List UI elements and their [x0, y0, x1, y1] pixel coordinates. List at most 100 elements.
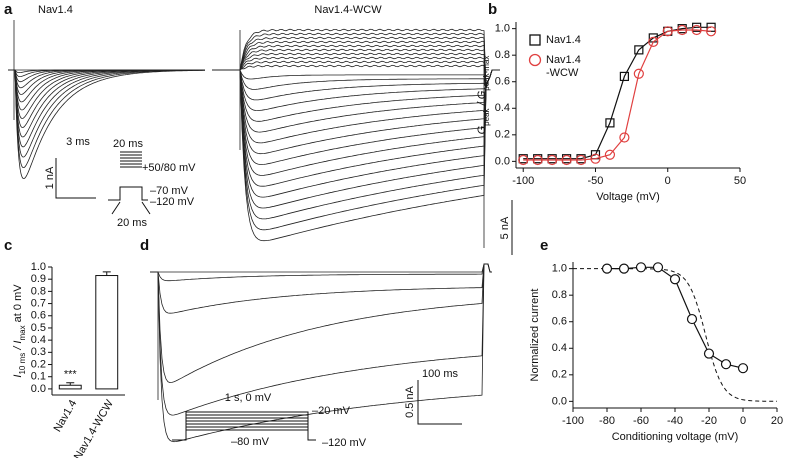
point: [575, 154, 587, 166]
label-part: G: [476, 125, 488, 134]
x-tick-label: 0: [740, 415, 746, 427]
y-tick-label: 1.0: [495, 23, 510, 35]
x-tick-label: -100: [562, 415, 584, 427]
legend-label: Nav1.4: [546, 34, 581, 46]
point: [703, 348, 715, 359]
protocol-label: 20 ms: [117, 217, 147, 229]
x-tick-label: Nav1.4-WCW: [72, 397, 116, 458]
label-part: peak: [482, 107, 491, 125]
protocol: [108, 186, 148, 201]
legend-label: -WCW: [546, 67, 579, 79]
error-bar: [66, 382, 75, 386]
y-tick-label: 0.0: [31, 383, 46, 395]
current-trace: [212, 28, 500, 89]
scale-label: 1 nA: [44, 166, 56, 189]
point: [561, 154, 572, 166]
current-trace: [8, 69, 205, 180]
y-tick-label: 0.0: [495, 155, 510, 167]
x-tick-label: -100: [512, 175, 534, 187]
current-trace: [212, 69, 500, 155]
x-tick-label: 20: [771, 415, 783, 427]
protocol-label: –120 mV: [150, 196, 195, 208]
y-tick-label: 0.0: [552, 395, 567, 407]
current-trace: [212, 69, 500, 165]
current-trace: [150, 263, 492, 416]
x-tick-label: -60: [633, 415, 649, 427]
current-trace: [212, 48, 500, 89]
current-trace: [212, 69, 500, 101]
y-tick-label: 0.7: [31, 297, 46, 309]
point: [635, 262, 647, 273]
protocol-label: –70 mV: [150, 185, 189, 197]
current-trace: [212, 69, 500, 187]
current-trace: [150, 263, 492, 273]
point: [633, 68, 644, 79]
protocol-label: –80 mV: [231, 436, 270, 448]
current-trace: [212, 69, 500, 144]
label-part: / I: [12, 341, 24, 353]
current-trace: [212, 69, 500, 90]
protocol-arrow: [111, 201, 151, 215]
point: [601, 263, 613, 274]
protocol-label: –120 mV: [322, 437, 367, 449]
current-trace: [212, 36, 500, 89]
y-tick-label: 0.9: [31, 273, 46, 285]
x-tick-label: -50: [588, 175, 604, 187]
x-tick-label: -80: [599, 415, 615, 427]
point: [686, 313, 698, 325]
panel-letter: c: [4, 237, 12, 254]
current-trace: [212, 69, 500, 112]
trace-title: Nav1.4: [38, 4, 73, 16]
current-trace: [212, 69, 500, 122]
point: [691, 24, 702, 36]
y-tick-label: 0.4: [552, 342, 567, 354]
y-tick-label: 0.8: [495, 49, 510, 61]
current-trace: [150, 263, 492, 443]
current-trace: [8, 69, 205, 168]
legend-label: Nav1.4: [546, 54, 581, 66]
y-tick-label: 0.6: [31, 310, 46, 322]
y-tick-label: 1.0: [552, 263, 567, 275]
bar: [95, 275, 119, 390]
error-bar: [102, 271, 111, 276]
panel-letter: b: [488, 1, 497, 18]
current-trace: [212, 69, 500, 133]
current-trace: [212, 40, 500, 89]
current-trace: [212, 32, 500, 89]
point: [619, 132, 630, 143]
current-trace: [212, 52, 500, 89]
point: [677, 24, 688, 36]
scale-label: 5 nA: [499, 216, 511, 239]
y-tick-label: 0.5: [31, 322, 46, 334]
point: [662, 26, 673, 37]
point: [648, 36, 659, 48]
current-trace: [212, 56, 500, 89]
label-part: at 0 mV: [12, 284, 24, 326]
annotation: ***: [64, 369, 78, 381]
y-tick-label: 0.6: [552, 316, 567, 328]
y-axis-label: Normalized current: [529, 289, 541, 382]
reference-curve: [573, 268, 777, 402]
point: [634, 45, 644, 55]
x-tick-label: 50: [734, 175, 746, 187]
x-tick-label: Nav1.4: [52, 398, 80, 434]
point: [720, 359, 732, 370]
y-axis-label: I10 ms / Imax at 0 mV: [12, 284, 27, 378]
trace-title: Nav1.4-WCW: [314, 4, 382, 16]
current-trace: [212, 69, 500, 176]
panel-letter: a: [4, 1, 13, 18]
fit-line: [523, 29, 712, 161]
point: [669, 274, 681, 285]
scale-bar: [55, 158, 96, 199]
y-tick-label: 0.6: [495, 76, 510, 88]
fit-line: [523, 26, 712, 160]
y-tick-label: 0.8: [552, 289, 567, 301]
point: [604, 149, 616, 160]
point: [547, 154, 558, 166]
scale-label: 0.5 nA: [404, 385, 416, 417]
label-part: / G: [476, 90, 488, 108]
x-tick-label: -40: [667, 415, 683, 427]
current-trace: [212, 69, 500, 209]
point: [652, 262, 664, 273]
scale-label: 100 ms: [422, 368, 459, 380]
